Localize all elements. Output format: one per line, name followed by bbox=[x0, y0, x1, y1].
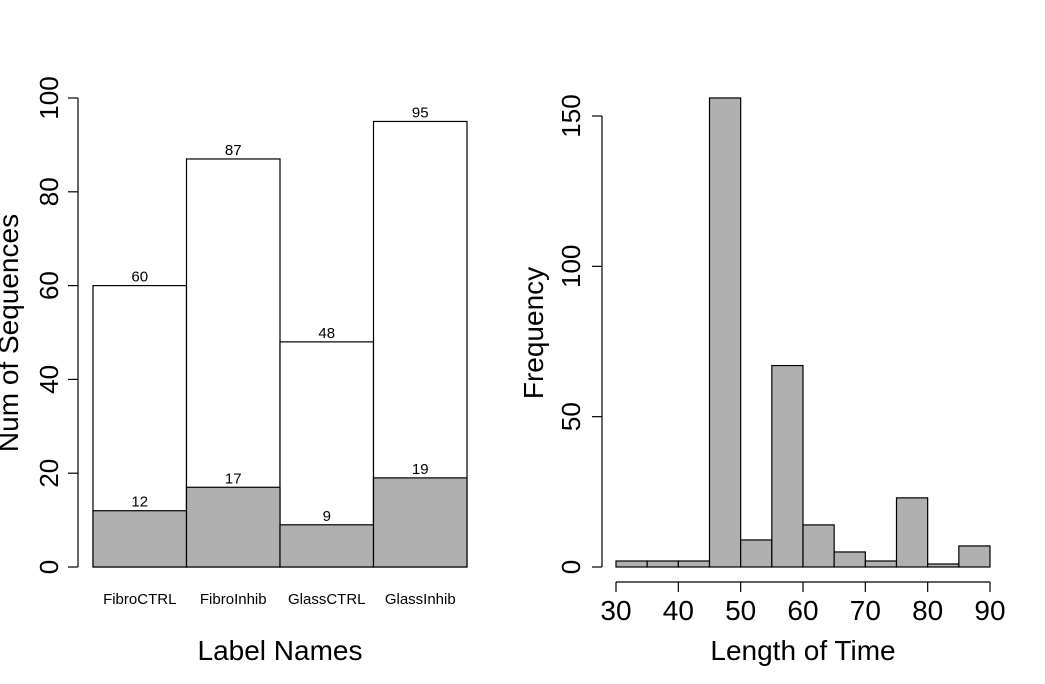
left-y-axis-title: Num of Sequences bbox=[0, 214, 24, 452]
bar-subset-FibroInhib bbox=[185, 486, 281, 568]
category-label-GlassInhib: GlassInhib bbox=[385, 591, 456, 608]
right-y-tick-label: 0 bbox=[556, 560, 586, 574]
histogram-bar-70-75 bbox=[864, 560, 898, 568]
histogram-bar-60-65 bbox=[802, 524, 835, 568]
left-y-tick-label: 60 bbox=[34, 271, 64, 300]
right-y-tick-label: 150 bbox=[556, 94, 586, 137]
left-category-labels: FibroCTRL FibroInhib GlassCTRL GlassInhib bbox=[103, 591, 456, 608]
histogram-bar-85-90 bbox=[958, 545, 991, 568]
right-x-tick-label: 50 bbox=[725, 595, 756, 626]
bar-subset-FibroCTRL bbox=[92, 510, 188, 568]
left-y-tick-label: 20 bbox=[34, 459, 64, 488]
bar-subset-GlassCTRL bbox=[279, 524, 375, 568]
left-subset-bars bbox=[92, 477, 468, 568]
left-y-tick-label: 100 bbox=[34, 76, 64, 119]
bar-subset-GlassInhib bbox=[372, 477, 468, 568]
category-label-FibroCTRL: FibroCTRL bbox=[103, 591, 176, 608]
value-label-total-FibroCTRL: 60 bbox=[131, 269, 148, 286]
left-y-axis: 0 20 40 60 80 100 bbox=[34, 76, 79, 574]
right-x-tick-label: 90 bbox=[974, 595, 1005, 626]
histogram-bar-35-40 bbox=[646, 560, 679, 568]
histogram-bar-75-80 bbox=[895, 497, 929, 568]
left-y-tick-label: 40 bbox=[34, 365, 64, 394]
value-label-subset-GlassCTRL: 9 bbox=[323, 508, 331, 525]
histogram-bars bbox=[615, 97, 991, 568]
left-bar-chart: 60 12 87 17 48 9 95 19 FibroCTRL FibroInhib Glass… bbox=[0, 76, 468, 666]
histogram-bar-65-70 bbox=[833, 551, 866, 568]
right-x-tick-label: 80 bbox=[912, 595, 943, 626]
right-y-tick-label: 50 bbox=[556, 402, 586, 431]
histogram-bar-80-85 bbox=[927, 563, 960, 568]
right-x-tick-label: 60 bbox=[787, 595, 818, 626]
histogram-bar-50-55 bbox=[740, 539, 773, 568]
value-label-total-GlassInhib: 95 bbox=[412, 104, 429, 121]
left-y-tick-label: 0 bbox=[34, 560, 64, 574]
value-label-subset-GlassInhib: 19 bbox=[412, 461, 429, 478]
histogram-bar-40-45 bbox=[677, 560, 711, 568]
right-y-axis-title: Frequency bbox=[518, 267, 549, 399]
right-y-tick-label: 100 bbox=[556, 245, 586, 288]
category-label-FibroInhib: FibroInhib bbox=[200, 591, 267, 608]
left-x-axis-title: Label Names bbox=[198, 635, 363, 666]
category-label-GlassCTRL: GlassCTRL bbox=[288, 591, 366, 608]
left-value-labels: 60 12 87 17 48 9 95 19 bbox=[131, 104, 428, 524]
right-y-axis: 0 50 100 150 bbox=[556, 94, 603, 574]
histogram-bar-55-60 bbox=[771, 364, 804, 568]
value-label-subset-FibroInhib: 17 bbox=[225, 470, 242, 487]
value-label-total-GlassCTRL: 48 bbox=[318, 325, 335, 342]
right-x-tick-label: 40 bbox=[663, 595, 694, 626]
right-x-axis-title: Length of Time bbox=[710, 635, 895, 666]
value-label-total-FibroInhib: 87 bbox=[225, 142, 242, 159]
right-x-axis: 30 40 50 60 70 80 90 bbox=[600, 581, 1006, 626]
histogram-bar-45-50 bbox=[708, 97, 742, 568]
right-x-tick-label: 70 bbox=[850, 595, 881, 626]
right-x-tick-label: 30 bbox=[600, 595, 631, 626]
value-label-subset-FibroCTRL: 12 bbox=[131, 494, 148, 511]
left-y-tick-label: 80 bbox=[34, 177, 64, 206]
histogram-bar-30-35 bbox=[615, 560, 648, 568]
